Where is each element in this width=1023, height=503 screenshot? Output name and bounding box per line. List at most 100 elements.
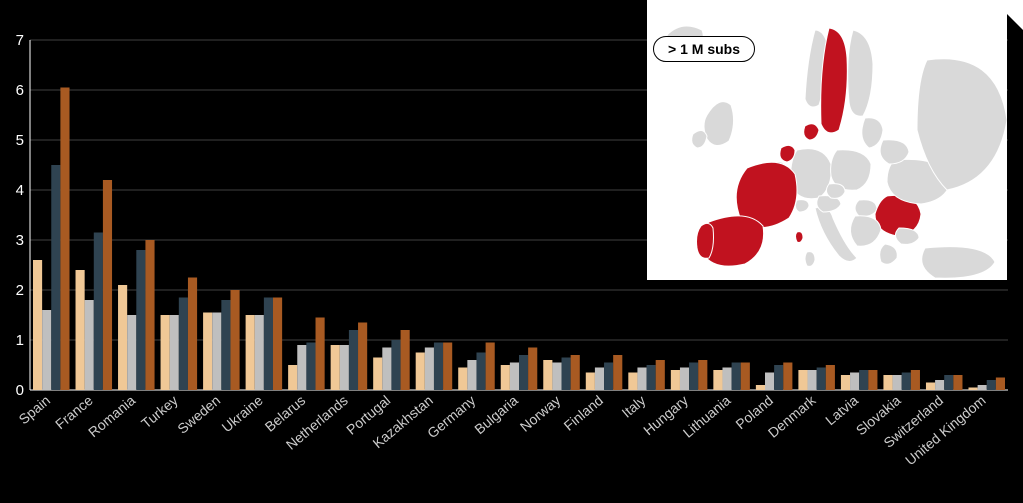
bar: [765, 373, 774, 391]
bar: [519, 355, 528, 390]
bar: [145, 240, 154, 390]
bar: [926, 383, 935, 391]
bar: [859, 370, 868, 390]
bar: [637, 368, 646, 391]
bar: [510, 363, 519, 391]
bar: [60, 88, 69, 391]
bar: [604, 363, 613, 391]
y-tick-label: 2: [16, 282, 24, 299]
bar: [230, 290, 239, 390]
bar: [340, 345, 349, 390]
y-tick-label: 5: [16, 132, 24, 149]
bar: [883, 375, 892, 390]
bar: [42, 310, 51, 390]
country-czech: [826, 184, 845, 199]
bar: [51, 165, 60, 390]
bar: [170, 315, 179, 390]
bar: [647, 365, 656, 390]
bar: [358, 323, 367, 391]
y-tick-label: 0: [16, 382, 24, 399]
bar: [467, 360, 476, 390]
bar: [349, 330, 358, 390]
bar: [656, 360, 665, 390]
country-portugal: [697, 223, 714, 258]
category-label: Lithuania: [680, 392, 734, 441]
bar: [783, 363, 792, 391]
category-label: Sweden: [174, 392, 223, 437]
bar: [613, 355, 622, 390]
bar: [425, 348, 434, 391]
bar: [571, 355, 580, 390]
bar: [953, 375, 962, 390]
bar: [179, 298, 188, 391]
category-label: Ukraine: [219, 392, 266, 435]
bar: [118, 285, 127, 390]
map-legend-bubble: > 1 M subs: [653, 36, 755, 62]
bar: [689, 363, 698, 391]
bar: [968, 388, 977, 391]
bar: [246, 315, 255, 390]
bar: [817, 368, 826, 391]
bar: [893, 375, 902, 390]
category-label: Norway: [517, 392, 564, 435]
bar: [85, 300, 94, 390]
bar: [671, 370, 680, 390]
y-tick-label: 1: [16, 332, 24, 349]
bar: [698, 360, 707, 390]
bar: [543, 360, 552, 390]
bar: [391, 340, 400, 390]
country-hungary: [855, 200, 877, 217]
bar: [722, 368, 731, 391]
bar: [528, 348, 537, 391]
bar: [732, 363, 741, 391]
bar: [476, 353, 485, 391]
bar: [996, 378, 1005, 391]
bar: [826, 365, 835, 390]
category-label: Denmark: [765, 391, 820, 440]
bar: [136, 250, 145, 390]
y-tick-label: 4: [16, 182, 24, 199]
bar: [161, 315, 170, 390]
bar: [416, 353, 425, 391]
bar: [552, 363, 561, 391]
category-label: Bulgaria: [471, 392, 521, 437]
bar: [902, 373, 911, 391]
bar: [221, 300, 230, 390]
bar: [944, 375, 953, 390]
bar: [288, 365, 297, 390]
bar: [987, 380, 996, 390]
bar: [458, 368, 467, 391]
bar: [741, 363, 750, 391]
bar: [297, 345, 306, 390]
bar: [562, 358, 571, 391]
bar: [76, 270, 85, 390]
bar: [850, 373, 859, 391]
bar: [94, 233, 103, 391]
bar: [595, 368, 604, 391]
y-tick-label: 6: [16, 82, 24, 99]
bar: [713, 370, 722, 390]
bar: [443, 343, 452, 391]
bar: [586, 373, 595, 391]
bar: [264, 298, 273, 391]
bar: [212, 313, 221, 391]
bar: [680, 368, 689, 391]
bar: [935, 380, 944, 390]
bar: [841, 375, 850, 390]
category-label: Italy: [619, 392, 649, 421]
bar: [188, 278, 197, 391]
bar: [628, 373, 637, 391]
bar: [798, 370, 807, 390]
bar: [978, 385, 987, 390]
bar: [331, 345, 340, 390]
bar: [316, 318, 325, 391]
bar: [756, 385, 765, 390]
y-tick-label: 7: [16, 32, 24, 49]
country-corsica: [796, 232, 804, 243]
bar: [486, 343, 495, 391]
bar: [33, 260, 42, 390]
category-label: Finland: [561, 392, 606, 434]
bar: [434, 343, 443, 391]
bar: [382, 348, 391, 391]
bar: [401, 330, 410, 390]
